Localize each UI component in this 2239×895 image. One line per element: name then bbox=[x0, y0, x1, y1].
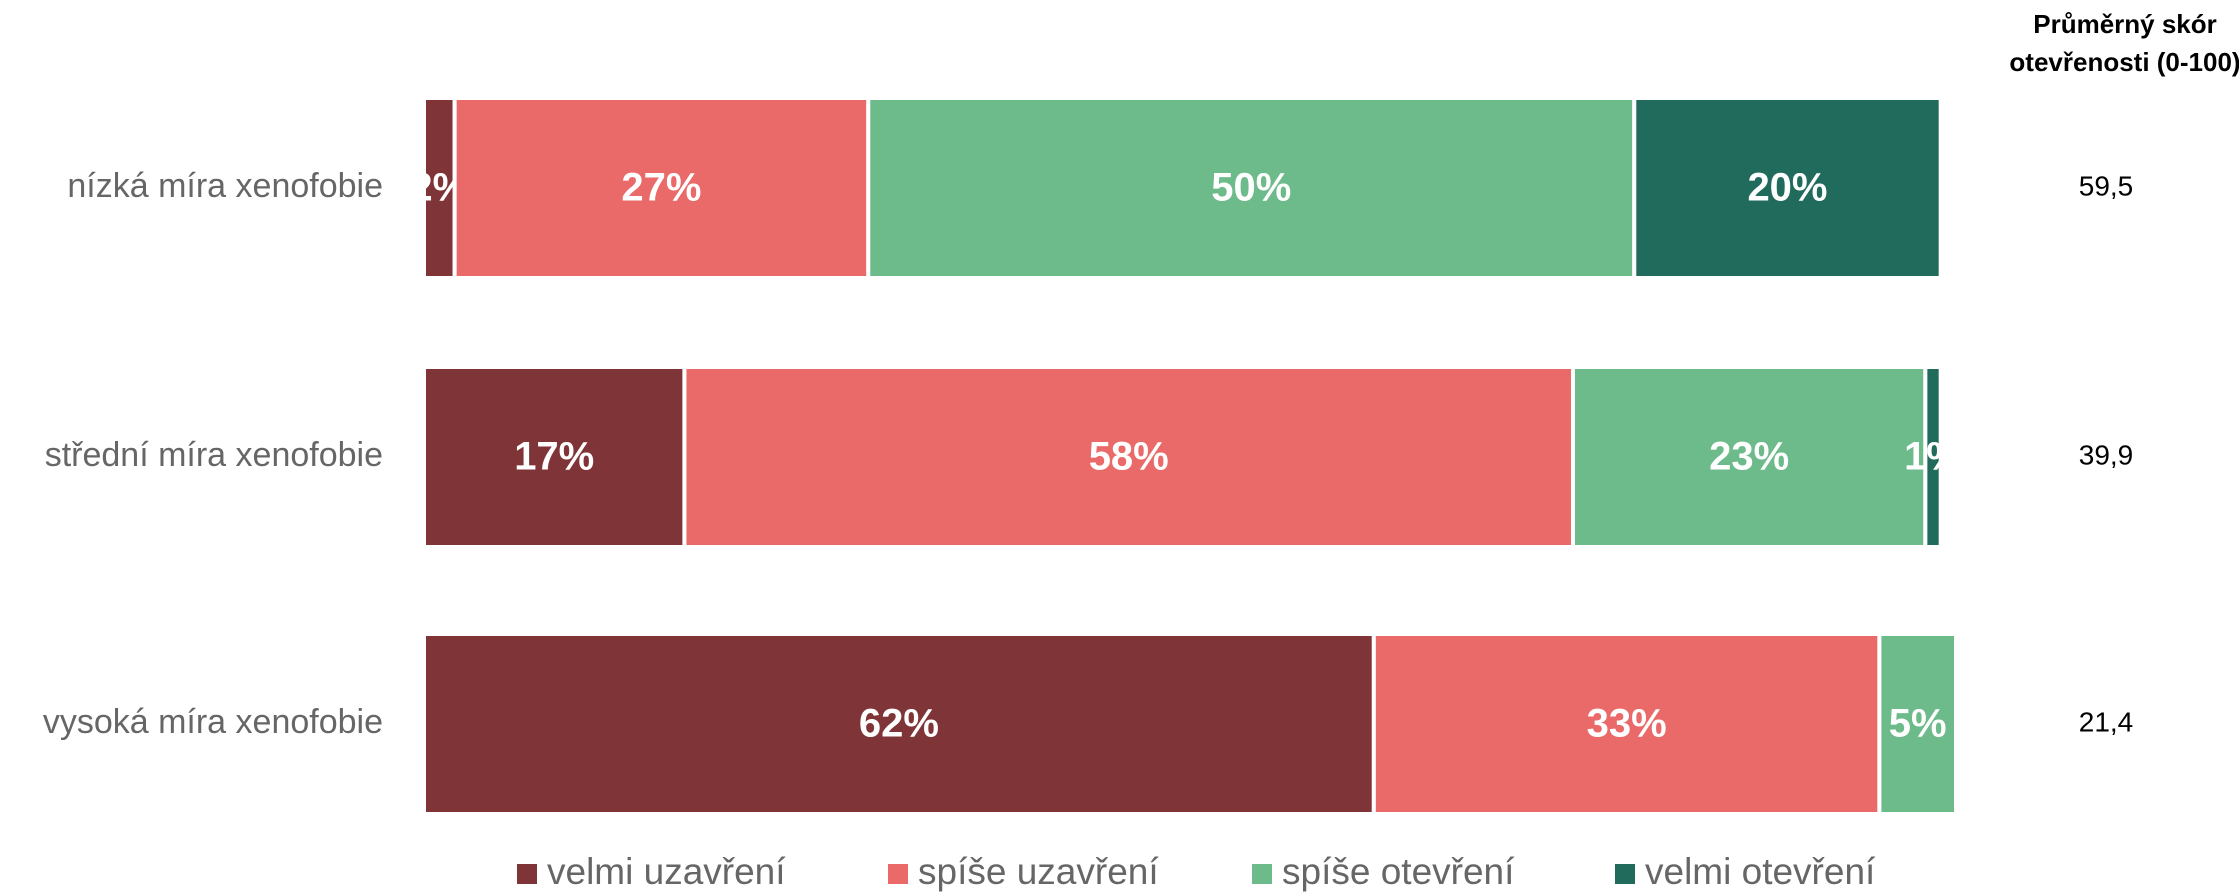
bar-segment bbox=[1877, 632, 1959, 816]
bar-segment bbox=[422, 632, 1376, 816]
bar-segment bbox=[1632, 96, 1943, 280]
data-label: 58% bbox=[1089, 435, 1169, 479]
data-label: 1% bbox=[1904, 435, 1962, 479]
legend-swatch bbox=[1615, 864, 1635, 884]
legend-label: velmi uzavření bbox=[547, 851, 786, 892]
bar-segment bbox=[422, 96, 457, 280]
data-label: 62% bbox=[859, 702, 939, 746]
category-label: nízká míra xenofobie bbox=[67, 167, 383, 205]
bar-segment bbox=[452, 96, 871, 280]
legend-label: spíše otevření bbox=[1282, 851, 1515, 892]
data-label: 23% bbox=[1709, 435, 1789, 479]
score-label: 59,5 bbox=[2079, 170, 2134, 201]
bar-segment bbox=[422, 365, 687, 549]
data-label: 17% bbox=[514, 435, 594, 479]
bar-segment bbox=[866, 96, 1637, 280]
data-label: 20% bbox=[1747, 166, 1827, 210]
category-label: střední míra xenofobie bbox=[45, 436, 383, 474]
data-label: 33% bbox=[1587, 702, 1667, 746]
score-label: 21,4 bbox=[2079, 706, 2134, 737]
legend-swatch bbox=[888, 864, 908, 884]
bar-segment bbox=[1923, 365, 1943, 549]
score-header: Průměrný skór bbox=[2033, 9, 2217, 39]
legend-label: velmi otevření bbox=[1645, 851, 1876, 892]
score-label: 39,9 bbox=[2079, 439, 2134, 470]
legend-swatch bbox=[1252, 864, 1272, 884]
category-label: vysoká míra xenofobie bbox=[43, 703, 383, 741]
legend-label: spíše uzavření bbox=[918, 851, 1159, 892]
score-header: otevřenosti (0-100) bbox=[2009, 47, 2239, 77]
legend-swatch bbox=[517, 864, 537, 884]
bar-segment bbox=[1371, 632, 1882, 816]
data-label: 50% bbox=[1211, 166, 1291, 210]
data-label: 5% bbox=[1889, 702, 1947, 746]
bar-segment bbox=[682, 365, 1575, 549]
data-label: 27% bbox=[621, 166, 701, 210]
